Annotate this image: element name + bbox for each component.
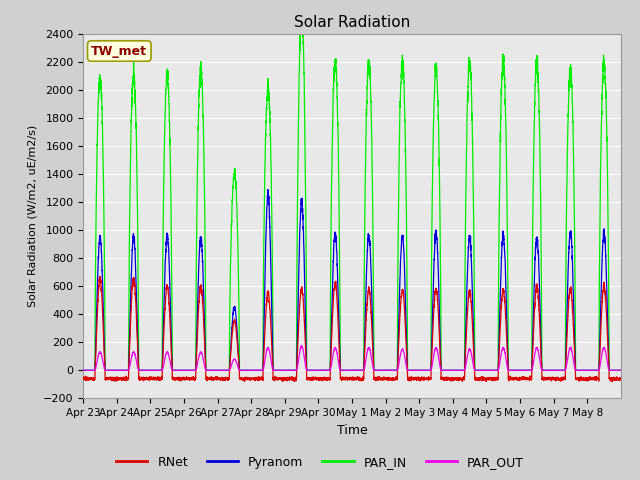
X-axis label: Time: Time	[337, 424, 367, 437]
Legend: RNet, Pyranom, PAR_IN, PAR_OUT: RNet, Pyranom, PAR_IN, PAR_OUT	[111, 451, 529, 474]
Title: Solar Radiation: Solar Radiation	[294, 15, 410, 30]
Y-axis label: Solar Radiation (W/m2, uE/m2/s): Solar Radiation (W/m2, uE/m2/s)	[28, 125, 37, 307]
Text: TW_met: TW_met	[92, 45, 147, 58]
